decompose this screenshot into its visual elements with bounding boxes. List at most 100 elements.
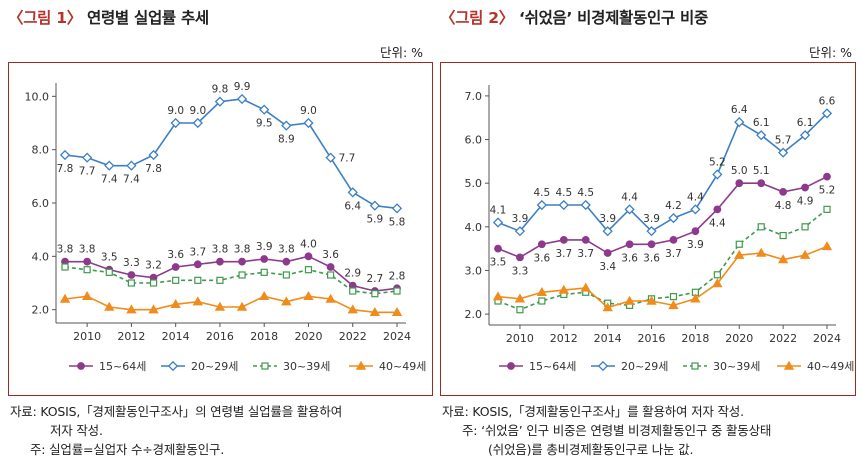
chart1-series-point bbox=[81, 291, 93, 301]
chart1-legend-label: 15~64세 bbox=[99, 360, 146, 373]
figure-1-note: 주: 실업률=실업자 수÷경제활동인구. bbox=[10, 440, 342, 459]
chart2-data-label: 4.4 bbox=[621, 191, 638, 203]
chart1-data-label: 7.8 bbox=[145, 163, 162, 175]
chart1-legend-marker bbox=[261, 362, 269, 370]
chart2-data-label: 4.4 bbox=[687, 191, 704, 203]
figure-1-title: 〈그림 1〉 연령별 실업률 추세 bbox=[8, 6, 209, 28]
chart1-data-label: 7.4 bbox=[123, 174, 140, 186]
chart1-series-point bbox=[369, 307, 381, 317]
chart1-series-1: 3.8 3.8 3.5 3.3 3.2 3.6 3.7 3.8 3.8 3.9 3.8 4.0 3.6 2… bbox=[57, 238, 405, 295]
chart1-x-tick-label: 2016 bbox=[206, 330, 234, 343]
chart2-series-point bbox=[536, 286, 548, 296]
chart2-y-tick-label: 5.0 bbox=[465, 177, 483, 190]
chart2-data-label: 3.7 bbox=[665, 248, 682, 260]
chart1-series-point bbox=[61, 263, 69, 271]
chart1-x-tick-label: 2014 bbox=[162, 330, 190, 343]
chart2-series-point bbox=[514, 226, 526, 237]
chart1-legend-marker bbox=[77, 362, 85, 370]
chart2-series-point bbox=[646, 226, 657, 237]
chart1-series-point bbox=[83, 266, 91, 274]
chart2-series-point bbox=[757, 223, 765, 231]
chart2-data-label: 4.5 bbox=[534, 187, 551, 199]
chart1-series-line bbox=[64, 295, 397, 314]
chart1-series-point bbox=[326, 263, 335, 271]
chart2-data-label: 3.6 bbox=[621, 252, 638, 264]
chart1-series-point bbox=[148, 304, 159, 314]
chart2-data-label: 5.2 bbox=[819, 185, 836, 197]
chart2-series-point bbox=[624, 295, 635, 305]
figure-2-unit: 단위: % bbox=[808, 45, 852, 60]
chart2-legend-label: 30~39세 bbox=[713, 360, 760, 373]
chart2-legend-marker bbox=[597, 360, 609, 372]
chart1-series-line bbox=[65, 255, 398, 292]
figure-1-notes: 자료: KOSIS,「경제활동인구조사」의 연령별 실업률을 활용하여 저자 작… bbox=[10, 402, 342, 459]
chart2-series-1: 3.5 3.3 3.6 3.7 3.7 3.4 3.6 3.6 3.7 3.9 4.4 5.0 5.1 4… bbox=[490, 165, 836, 277]
chart1-data-label: 5.8 bbox=[389, 216, 406, 228]
chart2-series-point bbox=[799, 130, 811, 141]
chart1-legend-label: 40~49세 bbox=[379, 360, 426, 373]
chart1-data-label: 9.5 bbox=[256, 118, 273, 130]
chart2-series-point bbox=[735, 179, 744, 188]
chart1-series-point bbox=[172, 276, 180, 284]
chart1-data-label: 3.3 bbox=[123, 257, 140, 269]
chart1-series-point bbox=[303, 291, 314, 301]
chart2-data-label: 4.1 bbox=[490, 204, 507, 216]
chart2-series-point bbox=[690, 293, 701, 303]
chart2-data-label: 6.6 bbox=[819, 95, 836, 107]
chart2-series-point bbox=[691, 227, 700, 236]
chart2-data-label: 6.1 bbox=[797, 117, 814, 129]
chart2-series-point bbox=[778, 147, 789, 158]
chart1-x-tick-label: 2010 bbox=[73, 330, 101, 343]
chart1-series-point bbox=[170, 299, 181, 309]
chart2-series-point bbox=[625, 240, 634, 249]
chart2-series-point bbox=[494, 244, 502, 253]
chart2-data-label: 5.2 bbox=[709, 156, 726, 168]
figure-1-note-text: 실업률=실업자 수÷경제활동인구. bbox=[49, 442, 225, 457]
chart1-series-point bbox=[260, 268, 268, 276]
chart2-legend-label: 15~64세 bbox=[529, 360, 576, 373]
chart2-series-line bbox=[497, 175, 828, 259]
chart2-data-label: 6.4 bbox=[731, 104, 748, 116]
chart1-series-4 bbox=[59, 291, 403, 317]
chart2-series-point bbox=[668, 300, 679, 310]
chart2-series-point bbox=[734, 249, 745, 259]
chart1-series-point bbox=[304, 266, 313, 274]
chart1-series-point bbox=[347, 187, 358, 198]
chart2-x-tick-label: 2018 bbox=[681, 332, 709, 345]
chart1-series-2: 7.8 7.7 7.4 7.4 7.8 9.0 9.0 9.8 9.9 9.5 8.9 9.0 7.7 6… bbox=[57, 81, 406, 228]
chart1-series-point bbox=[192, 296, 203, 306]
chart1-data-label: 3.8 bbox=[278, 244, 295, 256]
chart2-series-line bbox=[497, 112, 828, 233]
chart1-x-tick-label: 2024 bbox=[383, 330, 411, 343]
chart1-data-label: 9.0 bbox=[189, 105, 206, 117]
chart1-data-label: 9.8 bbox=[212, 84, 229, 96]
chart1-data-label: 6.4 bbox=[344, 200, 361, 212]
figure-1-note-prefix: 주: bbox=[30, 442, 46, 457]
chart2-series-point bbox=[669, 293, 678, 301]
chart1-data-label: 2.9 bbox=[344, 268, 361, 280]
chart1-data-label: 3.6 bbox=[167, 249, 184, 261]
chart2-data-label: 4.9 bbox=[797, 196, 814, 208]
chart2-data-label: 3.6 bbox=[643, 252, 660, 264]
figure-2-chart: 2.0 3.0 4.0 5.0 6.0 7.0 2010 2012 2014 2016 2018 20… bbox=[465, 85, 854, 373]
chart2-series-point bbox=[779, 231, 787, 240]
chart2-series-point bbox=[712, 169, 723, 180]
chart2-series-point bbox=[602, 302, 613, 312]
chart1-data-label: 3.8 bbox=[212, 244, 229, 256]
chart2-y-tick-label: 7.0 bbox=[465, 90, 483, 103]
chart1-legend-label: 20~29세 bbox=[191, 360, 238, 373]
chart2-series-point bbox=[558, 284, 569, 294]
chart1-series-point bbox=[327, 271, 335, 279]
chart1-series-point bbox=[104, 160, 115, 171]
figure-1-chart: 2.0 4.0 6.0 8.0 10.0 2010 2012 2014 2016 2018 2020… bbox=[25, 81, 427, 373]
chart2-series-point bbox=[713, 271, 721, 279]
chart2-series-point bbox=[647, 240, 656, 249]
chart2-series-point bbox=[602, 226, 613, 237]
chart1-y-tick-label: 6.0 bbox=[32, 197, 50, 210]
chart1-series-point bbox=[259, 291, 270, 301]
chart1-series-point bbox=[282, 257, 291, 266]
chart1-series-point bbox=[214, 96, 226, 107]
chart1-series-point bbox=[126, 160, 137, 171]
chart1-data-label: 5.9 bbox=[367, 214, 384, 226]
chart1-series-point bbox=[216, 257, 224, 266]
